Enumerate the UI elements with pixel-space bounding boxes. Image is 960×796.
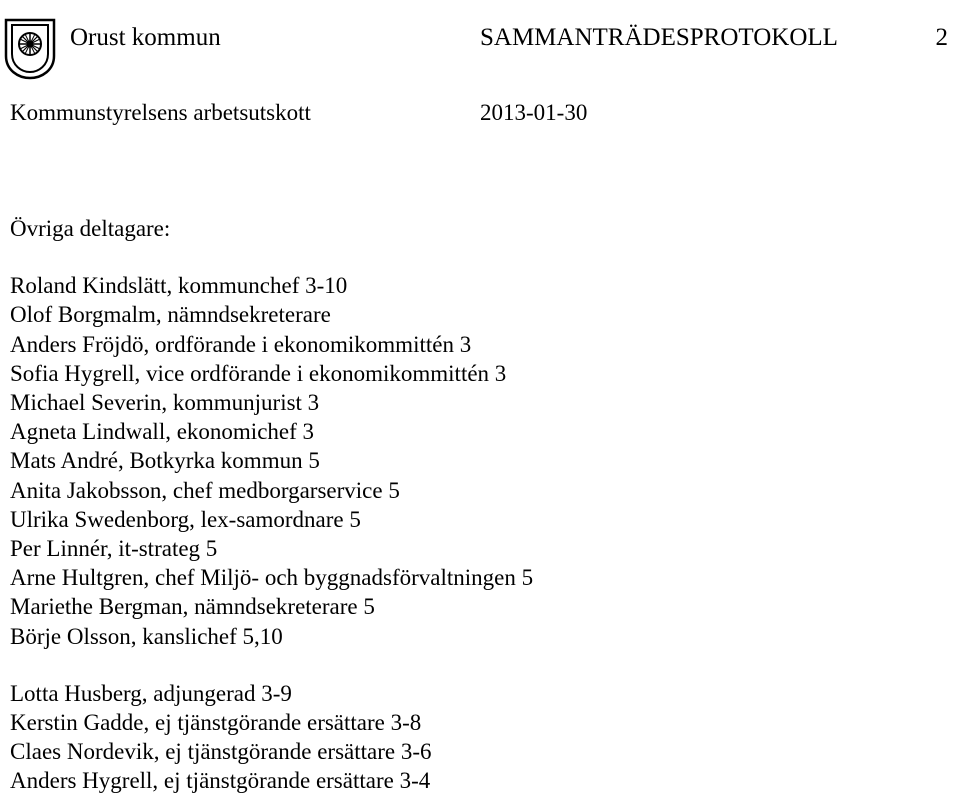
list-item: Anders Hygrell, ej tjänstgörande ersätta… — [10, 766, 533, 795]
list-item: Lotta Husberg, adjungerad 3-9 — [10, 679, 533, 708]
list-item: Anders Fröjdö, ordförande i ekonomikommi… — [10, 330, 533, 359]
list-item: Kerstin Gadde, ej tjänstgörande ersättar… — [10, 708, 533, 737]
list-item: Arne Hultgren, chef Miljö- och byggnadsf… — [10, 563, 533, 592]
list-item: Per Linnér, it-strateg 5 — [10, 534, 533, 563]
list-item: Börje Olsson, kanslichef 5,10 — [10, 622, 533, 651]
list-item: Mats André, Botkyrka kommun 5 — [10, 446, 533, 475]
list-item: Claes Nordevik, ej tjänstgörande ersätta… — [10, 737, 533, 766]
page: Orust kommun SAMMANTRÄDESPROTOKOLL 2 Kom… — [0, 0, 960, 795]
list-item: Sofia Hygrell, vice ordförande i ekonomi… — [10, 359, 533, 388]
list-item: Mariethe Bergman, nämndsekreterare 5 — [10, 592, 533, 621]
list-item: Michael Severin, kommunjurist 3 — [10, 388, 533, 417]
list-item: Agneta Lindwall, ekonomichef 3 — [10, 417, 533, 446]
organisation-name: Orust kommun — [70, 24, 221, 52]
adjungerade-list: Lotta Husberg, adjungerad 3-9 Kerstin Ga… — [10, 679, 533, 796]
ovriga-list: Roland Kindslätt, kommunchef 3-10 Olof B… — [10, 271, 533, 651]
meeting-date: 2013-01-30 — [480, 100, 587, 126]
document-body: Övriga deltagare: Roland Kindslätt, komm… — [10, 214, 533, 796]
list-item: Anita Jakobsson, chef medborgarservice 5 — [10, 476, 533, 505]
list-item: Ulrika Swedenborg, lex-samordnare 5 — [10, 505, 533, 534]
committee-name: Kommunstyrelsens arbetsutskott — [10, 100, 311, 126]
list-item: Roland Kindslätt, kommunchef 3-10 — [10, 271, 533, 300]
list-item: Olof Borgmalm, nämndsekreterare — [10, 300, 533, 329]
page-number: 2 — [936, 24, 949, 52]
municipal-crest-icon — [4, 18, 56, 80]
protokoll-title: SAMMANTRÄDESPROTOKOLL — [480, 24, 838, 52]
ovriga-heading: Övriga deltagare: — [10, 214, 533, 243]
